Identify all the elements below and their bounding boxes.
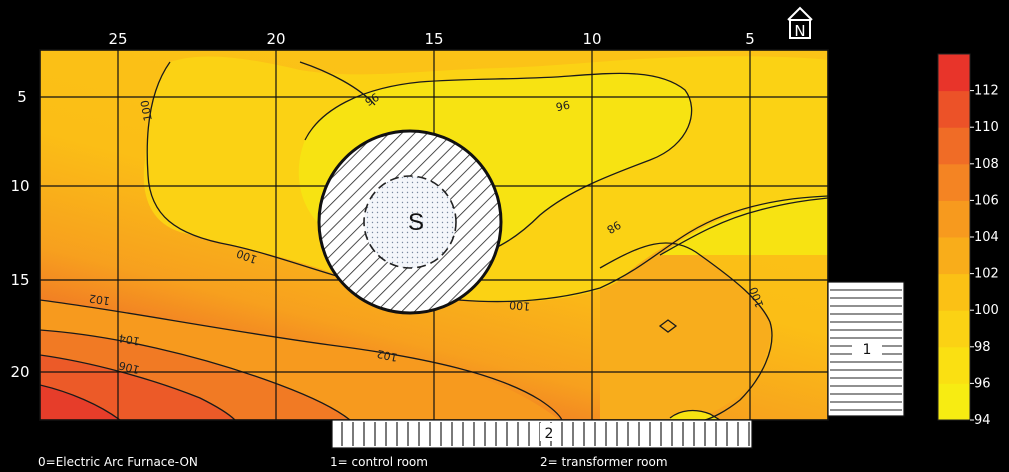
colorbar-segment [938,273,970,311]
zone-96-bottom [670,410,720,420]
room-2: 2 [331,419,753,449]
colorbar-tick-label: 110 [974,120,999,135]
colorbar-segment [938,90,970,128]
colorbar-tick-label: 96 [974,376,991,391]
colorbar-tick-label: 104 [974,230,999,245]
y-tick: 15 [10,271,29,289]
contour-label: 102 [376,347,399,364]
source-core [363,175,457,269]
colorbar-tick-label: 102 [974,267,999,282]
contour-label: 96 [555,98,571,114]
contour-label: 98 [604,218,623,236]
room-1-number: 1 [863,342,872,358]
colorbar-segment [938,310,970,348]
colorbar: 94 96 98 100 102 104 106 108 110 112 [937,53,999,428]
room-1: 1 [827,281,905,417]
room-1-caption: 1= control room [330,455,428,469]
colorbar-tick-label: 100 [974,303,999,318]
colorbar-segment [938,200,970,238]
y-axis-ticks: 5 10 15 20 [10,88,29,381]
room-2-number: 2 [545,426,554,442]
colorbar-segment [938,346,970,384]
north-icon: N [787,6,813,40]
x-tick: 15 [424,30,443,48]
legend-caption: 0=Electric Arc Furnace-ON [38,455,198,469]
contour-label: 96 [362,90,381,108]
y-tick: 20 [10,363,29,381]
x-tick: 20 [266,30,285,48]
colorbar-tick-label: 98 [974,340,991,355]
contour-label: 100 [138,99,154,122]
x-tick: 25 [108,30,127,48]
colorbar-segment [938,237,970,275]
zone-96-right [660,195,828,255]
source-marker: S [317,129,503,315]
x-tick: 10 [582,30,601,48]
colorbar-segment [938,54,970,92]
colorbar-segment [938,127,970,165]
room-2-caption: 2= transformer room [540,455,668,469]
y-tick: 5 [17,88,27,106]
x-axis-ticks: 25 20 15 10 5 [108,30,754,48]
zone-108 [40,385,120,420]
colorbar-tick-label: 108 [974,157,999,172]
source-label: S [408,209,424,236]
zone-right-100 [600,241,771,420]
y-tick: 10 [10,177,29,195]
colorbar-tick-label: 106 [974,193,999,208]
x-tick: 5 [745,30,755,48]
colorbar-segment [938,163,970,201]
contour-label: 104 [118,331,141,347]
colorbar-tick-label: 94 [974,413,991,428]
north-label: N [794,22,805,40]
colorbar-segment [938,383,970,421]
contour-label: 100 [509,298,531,313]
contour-label: 102 [88,292,111,308]
colorbar-tick-label: 112 [974,84,999,99]
